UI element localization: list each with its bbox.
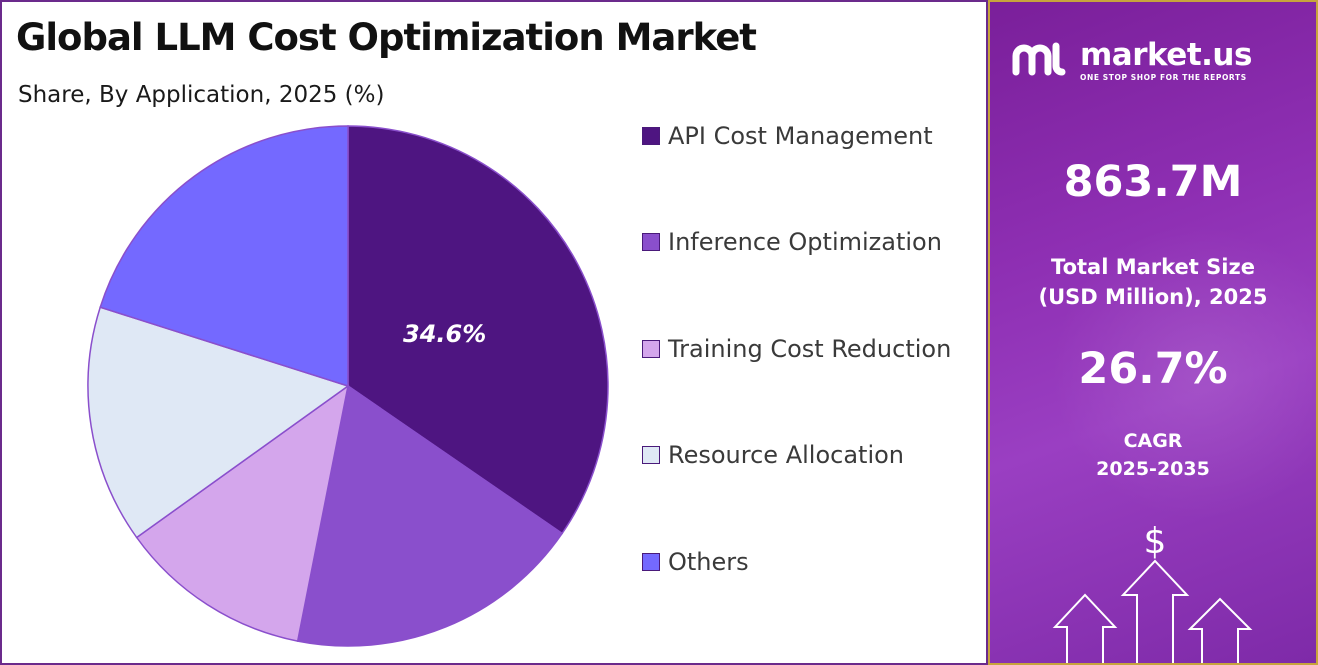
legend-label: Resource Allocation — [668, 441, 905, 469]
legend-item-inference-optimization: Inference Optimization — [642, 228, 942, 256]
pie-data-label-api-cost-management: 34.6% — [403, 320, 486, 348]
pie-slice-api-cost-management — [347, 125, 609, 535]
market-size-label-line1: Total Market Size — [1051, 255, 1255, 279]
cagr-value: 26.7% — [1078, 344, 1228, 394]
dollar-sign: $ — [1144, 521, 1167, 562]
legend-item-api-cost-management: API Cost Management — [642, 122, 933, 150]
market-size-label-line2: (USD Million), 2025 — [1038, 285, 1268, 309]
legend-label: Others — [668, 548, 749, 576]
legend-label: Training Cost Reduction — [668, 335, 952, 363]
legend-item-resource-allocation: Resource Allocation — [642, 441, 904, 469]
legend-label: API Cost Management — [668, 122, 933, 150]
pie-slice-inference-optimization — [296, 384, 564, 647]
pie-chart: 34.6% — [87, 125, 609, 647]
dollar-growth-arrows-icon: $ — [1052, 521, 1253, 663]
summary-panel: market.us ONE STOP SHOP FOR THE REPORTS … — [988, 0, 1318, 665]
legend-swatch — [642, 553, 660, 571]
chart-panel: Global LLM Cost Optimization Market Shar… — [0, 0, 988, 665]
legend-label: Inference Optimization — [668, 228, 942, 256]
pie-slice-resource-allocation — [87, 306, 350, 539]
legend-item-others: Others — [642, 548, 749, 576]
market-size-value: 863.7M — [1063, 157, 1243, 207]
brand-tagline: ONE STOP SHOP FOR THE REPORTS — [1080, 72, 1247, 82]
pie-slice-training-cost-reduction — [135, 384, 350, 642]
legend-swatch — [642, 233, 660, 251]
brand-logo: market.us ONE STOP SHOP FOR THE REPORTS — [1010, 38, 1252, 82]
legend-swatch — [642, 446, 660, 464]
brand-name: market.us — [1080, 36, 1252, 73]
cagr-label: CAGR — [1123, 430, 1183, 452]
cagr-period: 2025-2035 — [1096, 458, 1210, 480]
market-us-logo-icon — [1012, 42, 1066, 76]
background-glow — [1050, 222, 1316, 522]
legend-swatch — [642, 127, 660, 145]
legend-swatch — [642, 340, 660, 358]
chart-subtitle: Share, By Application, 2025 (%) — [18, 82, 385, 108]
chart-title: Global LLM Cost Optimization Market — [16, 16, 757, 59]
legend-item-training-cost-reduction: Training Cost Reduction — [642, 335, 951, 363]
pie-slice-others — [99, 125, 349, 388]
